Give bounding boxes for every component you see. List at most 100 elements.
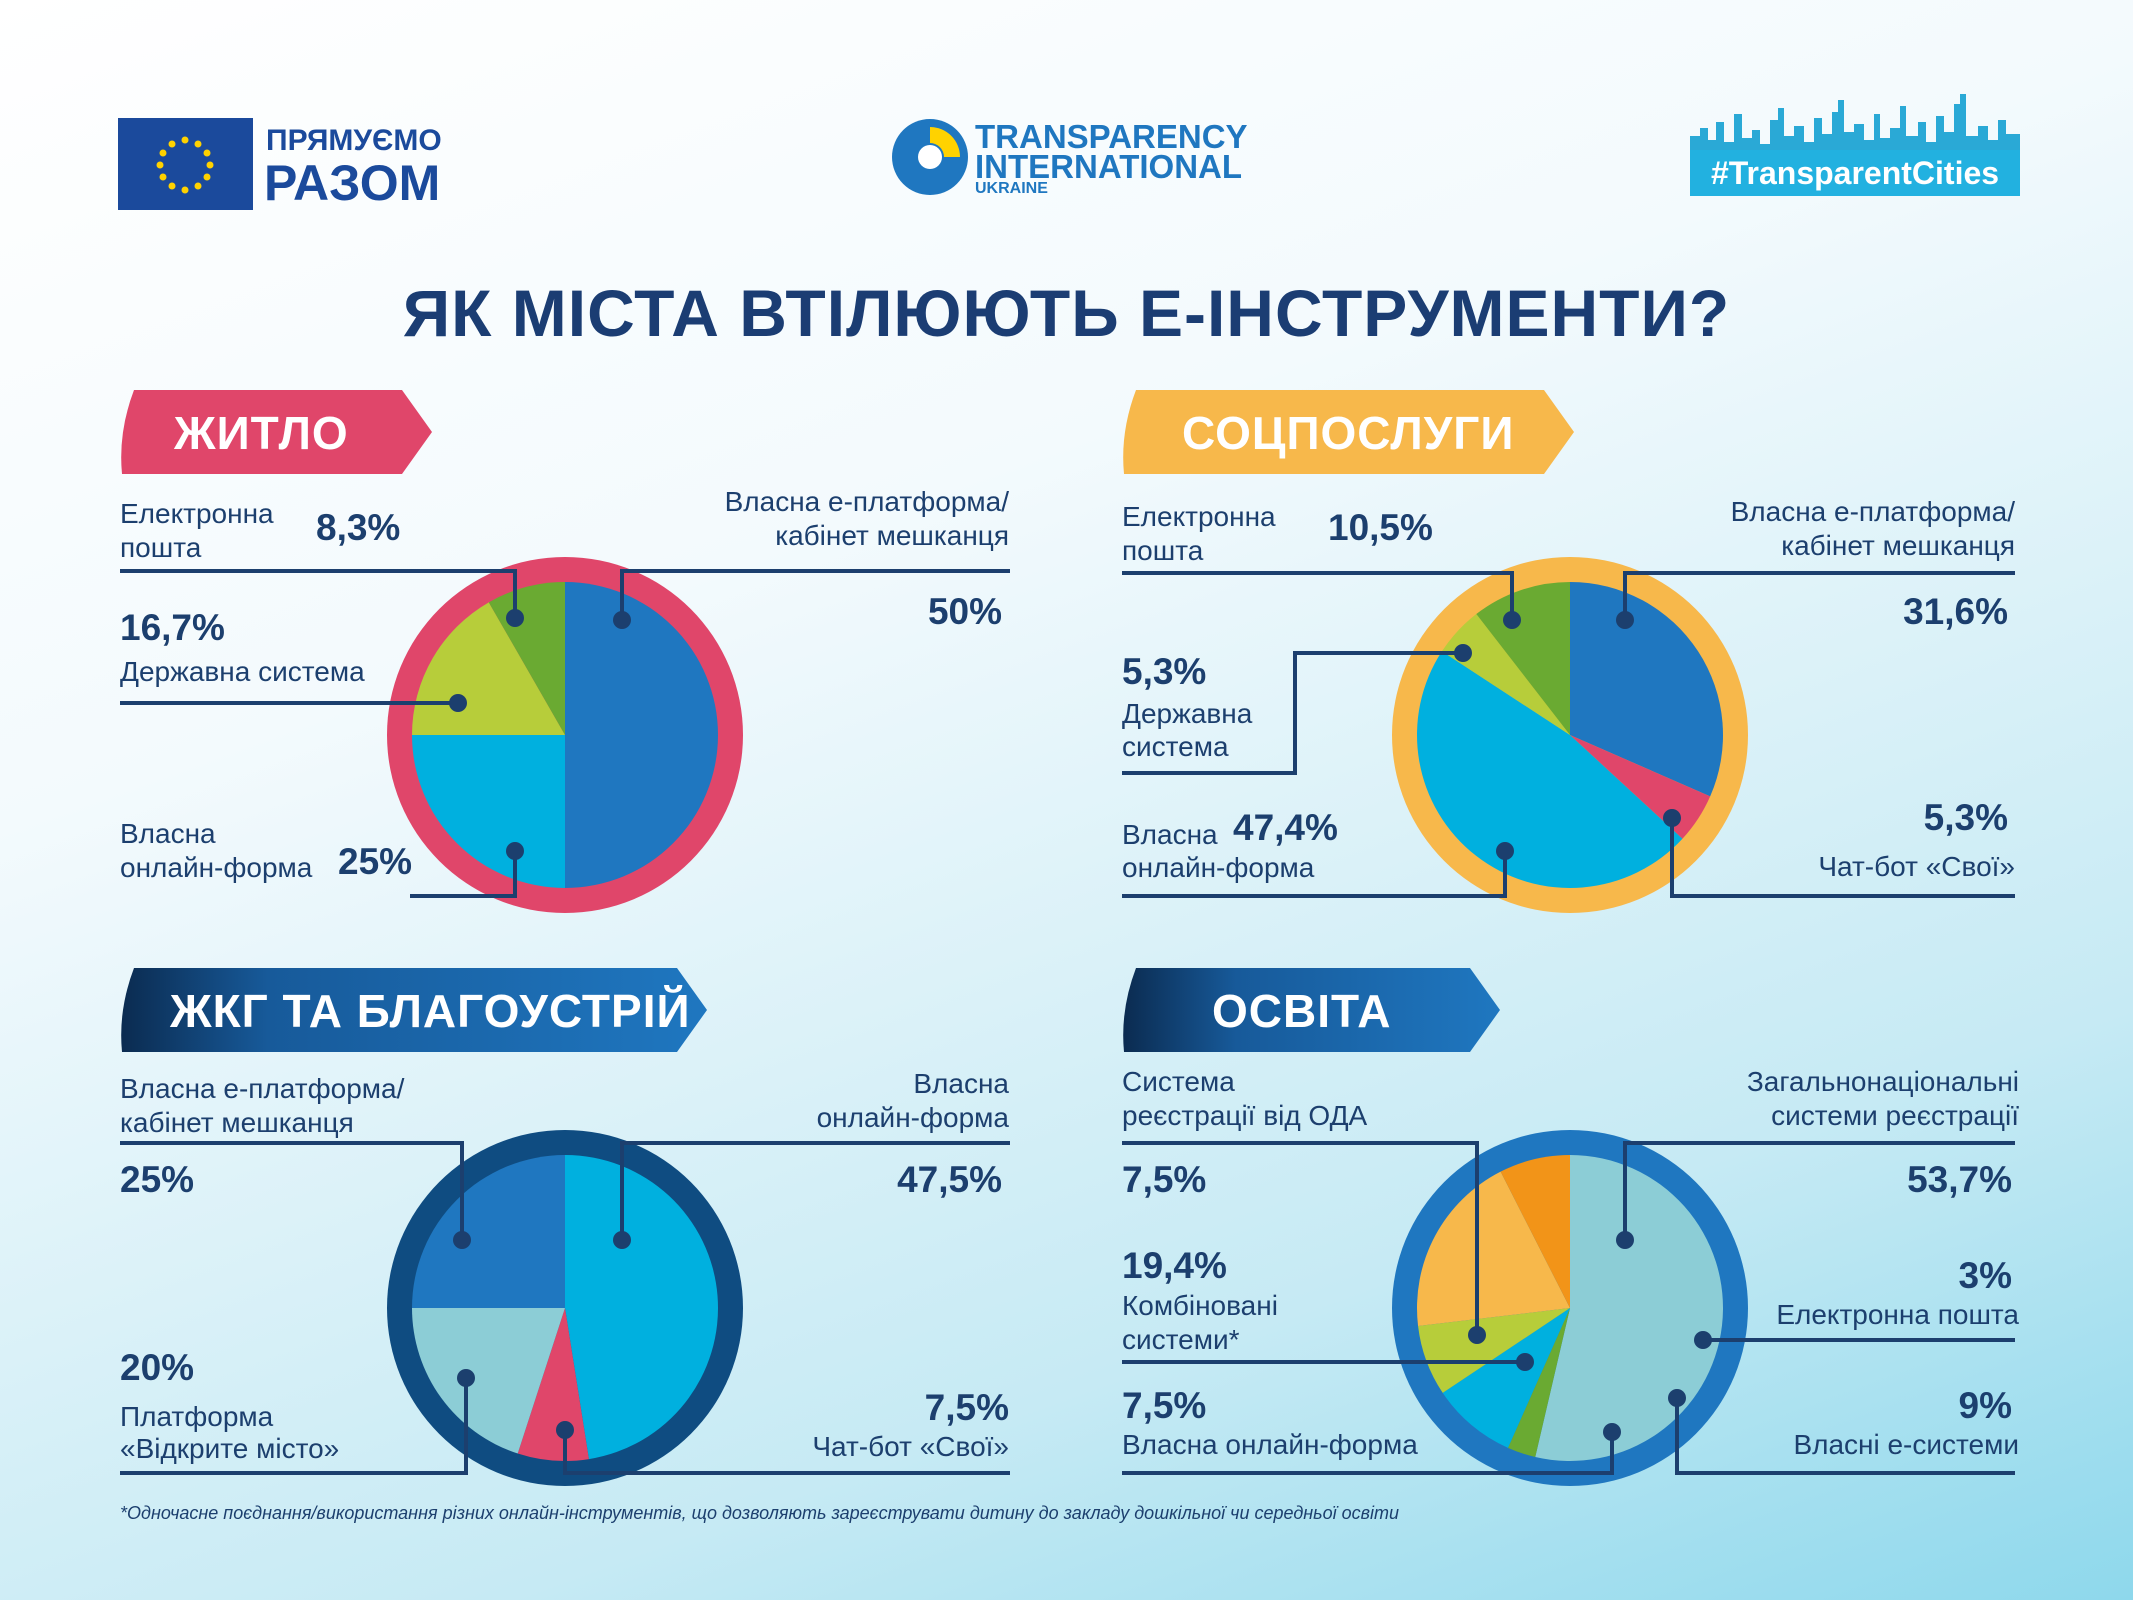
leader-sots-chatbot-dot [1663, 809, 1681, 827]
leader-osvita-own-dot [1668, 1389, 1686, 1407]
footnote: *Одночасне поєднання/використання різних… [120, 1503, 1400, 1523]
leader-osvita-email-dot [1694, 1331, 1712, 1349]
leader-zhkg-form [620, 1141, 1010, 1240]
leader-sots-platform-dot [1616, 611, 1634, 629]
zhkg-form-label-2: онлайн-форма [816, 1102, 1009, 1133]
osvita-email-label: Електронна пошта [1776, 1299, 2019, 1330]
city-skyline-icon [1690, 92, 2020, 152]
osvita-oda-pct: 7,5% [1122, 1159, 1207, 1200]
sots-state-pct: 5,3% [1122, 651, 1207, 692]
zhytlo-form-pct: 25% [338, 841, 413, 882]
zhytlo-email-label-2: пошта [120, 532, 202, 563]
pie-slice-0-1 [412, 735, 565, 888]
osvita-national-pct: 53,7% [1907, 1159, 2012, 1200]
pie-slice-2-0 [565, 1155, 718, 1460]
leader-zhkg-platform [120, 1141, 464, 1240]
osvita-combined-pct: 19,4% [1122, 1245, 1227, 1286]
leader-sots-state-dot [1454, 644, 1472, 662]
leader-zhkg-open [120, 1378, 468, 1475]
pie-slice-2-3 [412, 1155, 565, 1308]
banner-zhkg: ЖКГ ТА БЛАГОУСТРІЙ [121, 968, 707, 1052]
banner-zhytlo-text: ЖИТЛО [174, 407, 349, 459]
banner-zhkg-text: ЖКГ ТА БЛАГОУСТРІЙ [170, 985, 691, 1037]
leader-zhytlo-state-dot [449, 694, 467, 712]
zhytlo-email-pct: 8,3% [316, 507, 401, 548]
leader-zhytlo-email-dot [506, 609, 524, 627]
leader-zhkg-chatbot-dot [556, 1421, 574, 1439]
ti-name-line1: TRANSPARENCY [975, 118, 1248, 155]
leader-zhytlo-platform-dot [613, 611, 631, 629]
sots-form-pct: 47,4% [1233, 807, 1338, 848]
zhkg-form-pct: 47,5% [897, 1159, 1002, 1200]
leader-zhkg-platform-dot [453, 1231, 471, 1249]
zhkg-form-label-1: Власна [913, 1068, 1009, 1099]
zhytlo-platform-label-2: кабінет мешканця [775, 520, 1009, 551]
zhkg-chatbot-pct: 7,5% [924, 1387, 1009, 1428]
osvita-combined-label-1: Комбіновані [1122, 1290, 1278, 1321]
leader-sots-email [1122, 571, 1514, 620]
banner-osvita: ОСВІТА [1123, 968, 1500, 1052]
zhkg-platform-label-1: Власна е-платформа/ [120, 1073, 405, 1104]
sots-platform-label-2: кабінет мешканця [1781, 530, 2015, 561]
banner-zhytlo: ЖИТЛО [121, 390, 432, 474]
zhkg-open-label-1: Платформа [120, 1401, 274, 1432]
eu-slogan-line1: ПРЯМУЄМО [266, 124, 442, 157]
osvita-national-label-2: системи реєстрації [1771, 1100, 2019, 1131]
pie-slice-3-3 [1418, 1308, 1570, 1393]
osvita-combined-label-2: системи* [1122, 1324, 1240, 1355]
leader-zhkg-open-dot [457, 1369, 475, 1387]
osvita-national-label-1: Загальнонаціональні [1746, 1066, 2019, 1097]
osvita-email-pct: 3% [1958, 1255, 2012, 1296]
leader-osvita-oda-dot [1468, 1326, 1486, 1344]
leader-osvita-combined-dot [1516, 1353, 1534, 1371]
sots-chatbot-pct: 5,3% [1923, 797, 2008, 838]
leader-sots-platform [1623, 571, 2015, 620]
leader-sots-state [1122, 651, 1463, 775]
sots-form-label-2: онлайн-форма [1122, 852, 1315, 883]
leader-osvita-national [1623, 1141, 2015, 1240]
leader-sots-email-dot [1503, 611, 1521, 629]
leader-zhytlo-form-dot [506, 842, 524, 860]
leader-osvita-national-dot [1616, 1231, 1634, 1249]
osvita-form-label: Власна онлайн-форма [1122, 1429, 1418, 1460]
pie-slice-2-1 [517, 1308, 589, 1461]
sots-email-pct: 10,5% [1328, 507, 1433, 548]
zhytlo-platform-label-1: Власна е-платформа/ [724, 486, 1009, 517]
pie-slice-1-0 [1570, 582, 1723, 797]
banner-sotsposlugy-text: СОЦПОСЛУГИ [1182, 407, 1515, 459]
sots-state-label-2: система [1122, 731, 1229, 762]
zhkg-open-label-2: «Відкрите місто» [120, 1433, 340, 1464]
osvita-own-label: Власні е-системи [1793, 1429, 2019, 1460]
sots-email-label-2: пошта [1122, 535, 1204, 566]
zhkg-chatbot-label: Чат-бот «Свої» [812, 1431, 1009, 1462]
leader-osvita-own [1675, 1398, 2015, 1475]
zhytlo-state-pct: 16,7% [120, 607, 225, 648]
leader-osvita-form-dot [1603, 1423, 1621, 1441]
eu-logo [118, 118, 253, 210]
sots-form-label-1: Власна [1122, 819, 1218, 850]
zhytlo-state-label: Державна система [120, 656, 365, 687]
leader-zhytlo-email [120, 569, 517, 618]
leader-zhkg-form-dot [613, 1231, 631, 1249]
eu-stars-icon [156, 136, 214, 194]
leader-sots-chatbot [1670, 818, 2015, 898]
leader-zhkg-chatbot [563, 1430, 1010, 1475]
leader-zhytlo-form [410, 851, 517, 898]
zhkg-platform-label-2: кабінет мешканця [120, 1107, 354, 1138]
pie-slice-1-3 [1441, 614, 1570, 735]
pie-slice-3-5 [1500, 1155, 1570, 1308]
pie-slice-3-0 [1535, 1155, 1724, 1461]
leader-osvita-oda [1122, 1141, 1479, 1335]
banner-sotsposlugy: СОЦПОСЛУГИ [1123, 390, 1574, 474]
osvita-oda-label-1: Система [1122, 1066, 1235, 1097]
hashtag-badge: #TransparentCities [1690, 150, 2020, 196]
pie-slice-3-4 [1417, 1171, 1570, 1326]
leader-sots-form-dot [1496, 842, 1514, 860]
sots-state-label-1: Державна [1122, 698, 1253, 729]
zhytlo-form-label-2: онлайн-форма [120, 852, 313, 883]
zhkg-open-pct: 20% [120, 1347, 195, 1388]
zhkg-platform-pct: 25% [120, 1159, 195, 1200]
pie-slice-0-0 [565, 582, 718, 888]
leader-osvita-form [1122, 1432, 1614, 1475]
